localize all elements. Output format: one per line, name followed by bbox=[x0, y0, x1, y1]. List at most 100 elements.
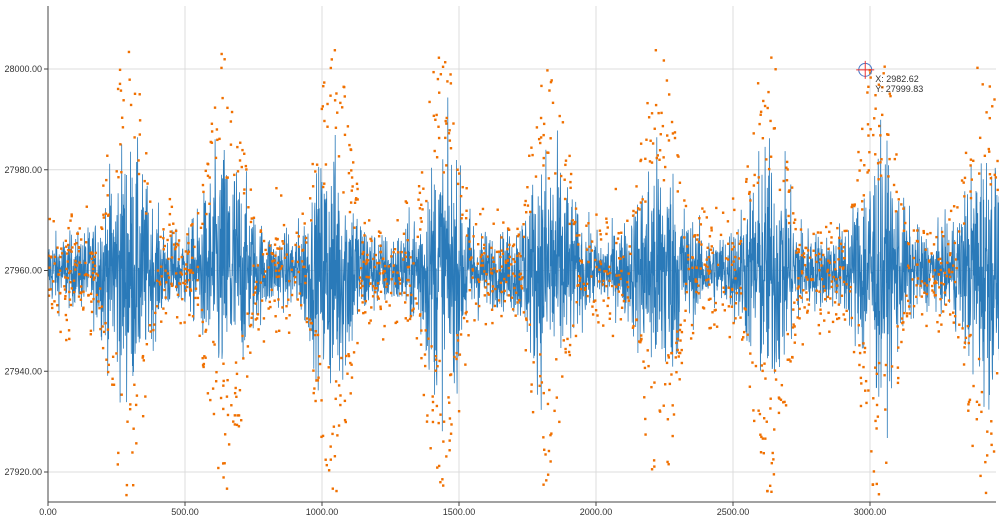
scatter-point bbox=[949, 209, 953, 213]
scatter-point bbox=[79, 291, 82, 294]
scatter-point bbox=[992, 450, 996, 453]
scatter-point bbox=[590, 249, 593, 252]
scatter-point bbox=[610, 284, 614, 288]
scatter-point bbox=[703, 210, 706, 213]
scatter-point bbox=[497, 250, 501, 253]
scatter-point bbox=[862, 365, 865, 369]
scatter-point bbox=[707, 272, 711, 275]
scatter-point bbox=[257, 328, 260, 331]
scatter-point bbox=[696, 233, 699, 237]
scatter-point bbox=[281, 306, 284, 309]
scatter-point bbox=[481, 207, 485, 211]
scatter-point bbox=[377, 235, 381, 238]
scatter-point bbox=[135, 394, 139, 397]
scatter-point bbox=[468, 289, 471, 292]
scatter-point bbox=[256, 313, 260, 316]
scatter-point bbox=[288, 279, 291, 283]
scatter-point bbox=[180, 255, 183, 259]
scatter-point bbox=[229, 143, 233, 146]
scatter-point bbox=[996, 188, 999, 192]
scatter-point bbox=[348, 210, 352, 214]
scatter-point bbox=[333, 455, 337, 458]
scatter-point bbox=[437, 136, 441, 140]
scatter-point bbox=[942, 283, 946, 286]
scatter-point bbox=[346, 125, 350, 128]
scatter-point bbox=[583, 288, 587, 292]
scatter-point bbox=[66, 243, 70, 247]
scatter-point bbox=[513, 274, 517, 278]
scatter-point bbox=[128, 78, 131, 81]
scatter-point bbox=[100, 227, 104, 231]
scatter-point bbox=[758, 122, 761, 126]
scatter-point bbox=[938, 286, 941, 289]
scatter-point bbox=[874, 153, 877, 156]
scatter-point bbox=[259, 281, 263, 284]
scatter-point bbox=[684, 309, 687, 312]
scatter-point bbox=[767, 167, 771, 171]
scatter-point bbox=[616, 237, 620, 240]
scatter-point bbox=[726, 258, 730, 261]
scatter-point bbox=[304, 275, 307, 278]
scatter-point bbox=[975, 418, 979, 421]
scatter-point bbox=[227, 443, 231, 446]
scatter-point bbox=[863, 351, 866, 354]
scatter-point bbox=[883, 65, 886, 68]
scatter-point bbox=[650, 161, 654, 164]
scatter-point bbox=[845, 229, 848, 233]
scatter-point bbox=[459, 333, 463, 336]
scatter-point bbox=[644, 157, 647, 161]
scatter-point bbox=[449, 147, 453, 150]
scatter-point bbox=[596, 314, 599, 317]
scatter-point bbox=[89, 252, 92, 255]
scatter-point bbox=[985, 454, 989, 457]
scatter-point bbox=[222, 476, 225, 479]
scatter-point bbox=[111, 383, 114, 386]
scatter-point bbox=[739, 292, 743, 295]
scatter-point bbox=[673, 136, 677, 140]
scatter-point bbox=[564, 351, 567, 354]
scatter-point bbox=[441, 478, 444, 481]
scatter-point bbox=[522, 235, 526, 239]
scatter-point bbox=[967, 400, 971, 404]
scatter-point bbox=[277, 329, 281, 333]
scatter-point bbox=[912, 229, 916, 232]
scatter-point bbox=[269, 305, 272, 309]
scatter-point bbox=[966, 324, 969, 328]
scatter-point bbox=[343, 399, 347, 403]
scatter-point bbox=[883, 374, 886, 377]
scatter-point bbox=[223, 433, 227, 436]
scatter-point bbox=[514, 314, 517, 317]
scatter-point bbox=[102, 213, 105, 216]
scatter-point bbox=[349, 148, 353, 152]
scatter-point bbox=[919, 284, 922, 287]
scatter-point bbox=[216, 138, 219, 142]
scatter-point bbox=[797, 248, 800, 251]
scatter-point bbox=[287, 331, 291, 334]
scatter-point bbox=[989, 183, 992, 186]
scatter-point bbox=[856, 179, 859, 182]
scatter-point bbox=[406, 278, 409, 282]
scatter-point bbox=[395, 320, 399, 324]
scatter-point bbox=[404, 200, 408, 203]
scatter-point bbox=[632, 209, 635, 213]
scatter-point bbox=[73, 243, 77, 246]
scatter-point bbox=[550, 432, 553, 435]
scatter-point bbox=[828, 274, 831, 277]
scatter-point bbox=[48, 266, 51, 269]
scatter-point bbox=[420, 356, 423, 360]
scatter-point bbox=[758, 412, 762, 416]
scatter-point bbox=[563, 178, 566, 181]
scatter-point bbox=[988, 150, 991, 153]
scatter-point bbox=[429, 447, 432, 450]
scatter-point bbox=[474, 223, 478, 226]
scatter-point bbox=[820, 264, 823, 267]
scatter-point bbox=[643, 366, 647, 370]
scatter-point bbox=[170, 205, 174, 209]
scatter-point bbox=[304, 236, 308, 240]
crosshair[interactable]: X: 2982.62 Y: 27999.83 bbox=[856, 60, 923, 94]
scatter-point bbox=[437, 125, 440, 128]
scatter-point bbox=[615, 241, 618, 245]
scatter-point bbox=[573, 220, 577, 224]
scatter-point bbox=[843, 318, 847, 321]
